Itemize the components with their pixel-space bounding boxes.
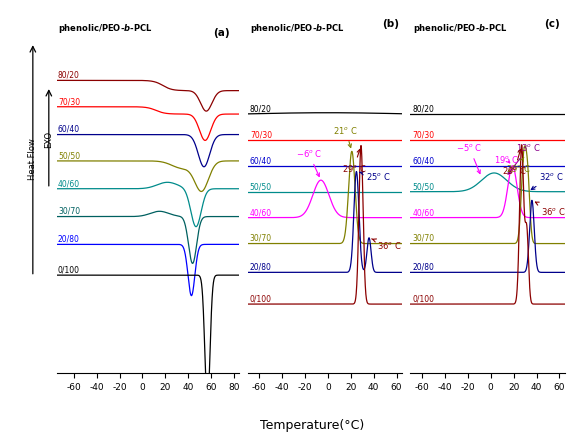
Text: 0/100: 0/100 <box>58 266 80 275</box>
Text: 50/50: 50/50 <box>58 151 80 160</box>
Text: 30/70: 30/70 <box>58 207 80 216</box>
Text: (a): (a) <box>213 28 229 38</box>
Text: $36^o$ C: $36^o$ C <box>536 202 566 217</box>
Text: $-5^o$ C: $-5^o$ C <box>456 142 483 174</box>
Text: 0/100: 0/100 <box>250 295 272 303</box>
Text: $-6^o$ C: $-6^o$ C <box>296 148 322 177</box>
Text: 80/20: 80/20 <box>413 104 435 113</box>
Text: 40/60: 40/60 <box>58 179 80 188</box>
Text: 40/60: 40/60 <box>250 208 272 217</box>
Text: phenolic/PEO-$\bfit{b}$-PCL: phenolic/PEO-$\bfit{b}$-PCL <box>58 22 152 35</box>
Text: 70/30: 70/30 <box>413 130 435 139</box>
Text: phenolic/PEO-$\bfit{b}$-PCL: phenolic/PEO-$\bfit{b}$-PCL <box>250 22 344 35</box>
Text: $32^o$ C: $32^o$ C <box>531 171 563 190</box>
Text: 80/20: 80/20 <box>250 104 272 113</box>
Text: 50/50: 50/50 <box>250 182 272 191</box>
Text: 20/80: 20/80 <box>413 263 435 272</box>
Text: $21^o$ C: $21^o$ C <box>333 125 358 148</box>
Text: $29^o$ C: $29^o$ C <box>502 149 527 176</box>
Text: 60/40: 60/40 <box>250 156 272 165</box>
Text: 40/60: 40/60 <box>413 208 435 217</box>
Text: $19^o$ C: $19^o$ C <box>494 154 519 165</box>
Text: (c): (c) <box>545 20 560 30</box>
Text: 80/20: 80/20 <box>58 71 80 80</box>
Text: 50/50: 50/50 <box>413 182 435 191</box>
Text: $29^o$ C: $29^o$ C <box>341 149 366 174</box>
Text: 30/70: 30/70 <box>250 234 272 243</box>
Text: 60/40: 60/40 <box>413 156 435 165</box>
Text: (b): (b) <box>382 20 399 30</box>
Text: 70/30: 70/30 <box>58 97 80 106</box>
Text: $36^o$ C: $36^o$ C <box>371 239 402 251</box>
Text: EXO: EXO <box>44 130 53 148</box>
Text: phenolic/PEO-$\bfit{b}$-PCL: phenolic/PEO-$\bfit{b}$-PCL <box>413 22 507 35</box>
Text: Heat Flow: Heat Flow <box>28 138 37 181</box>
Text: 0/100: 0/100 <box>413 295 435 303</box>
Text: 20/80: 20/80 <box>250 263 272 272</box>
Text: 30/70: 30/70 <box>413 234 435 243</box>
Text: $13^o$ C: $13^o$ C <box>508 142 541 174</box>
Text: Temperature(°C): Temperature(°C) <box>260 419 365 432</box>
Text: 70/30: 70/30 <box>250 130 272 139</box>
Text: 60/40: 60/40 <box>58 125 80 134</box>
Text: 20/80: 20/80 <box>58 235 80 244</box>
Text: $25^o$ C: $25^o$ C <box>360 171 390 182</box>
Text: $29^o$ C: $29^o$ C <box>506 157 531 174</box>
